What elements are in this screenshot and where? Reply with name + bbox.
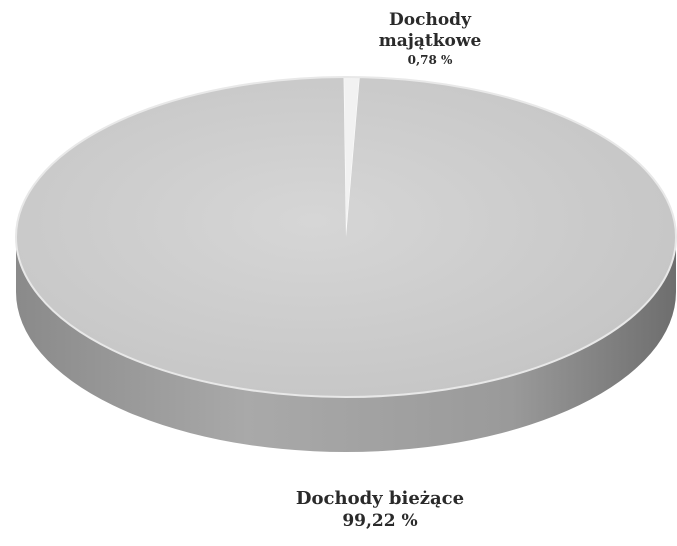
- slice-label-biezace: Dochody bieżące 99,22 %: [270, 488, 490, 532]
- pie-side-wall-shape: [16, 237, 676, 452]
- pie-slice-biezace: [16, 77, 677, 397]
- pie-side-wall: [16, 237, 676, 452]
- slice-label-majatkowe: Dochody majątkowe 0,78 %: [350, 10, 510, 68]
- slice-label-majatkowe-name: Dochody majątkowe: [378, 10, 482, 52]
- pie-top: [15, 76, 677, 398]
- slice-label-majatkowe-value: 0,78 %: [407, 52, 453, 67]
- slice-label-biezace-name: Dochody bieżące: [295, 488, 465, 509]
- slice-label-biezace-value: 99,22 %: [342, 510, 418, 531]
- pie-rim: [15, 76, 677, 398]
